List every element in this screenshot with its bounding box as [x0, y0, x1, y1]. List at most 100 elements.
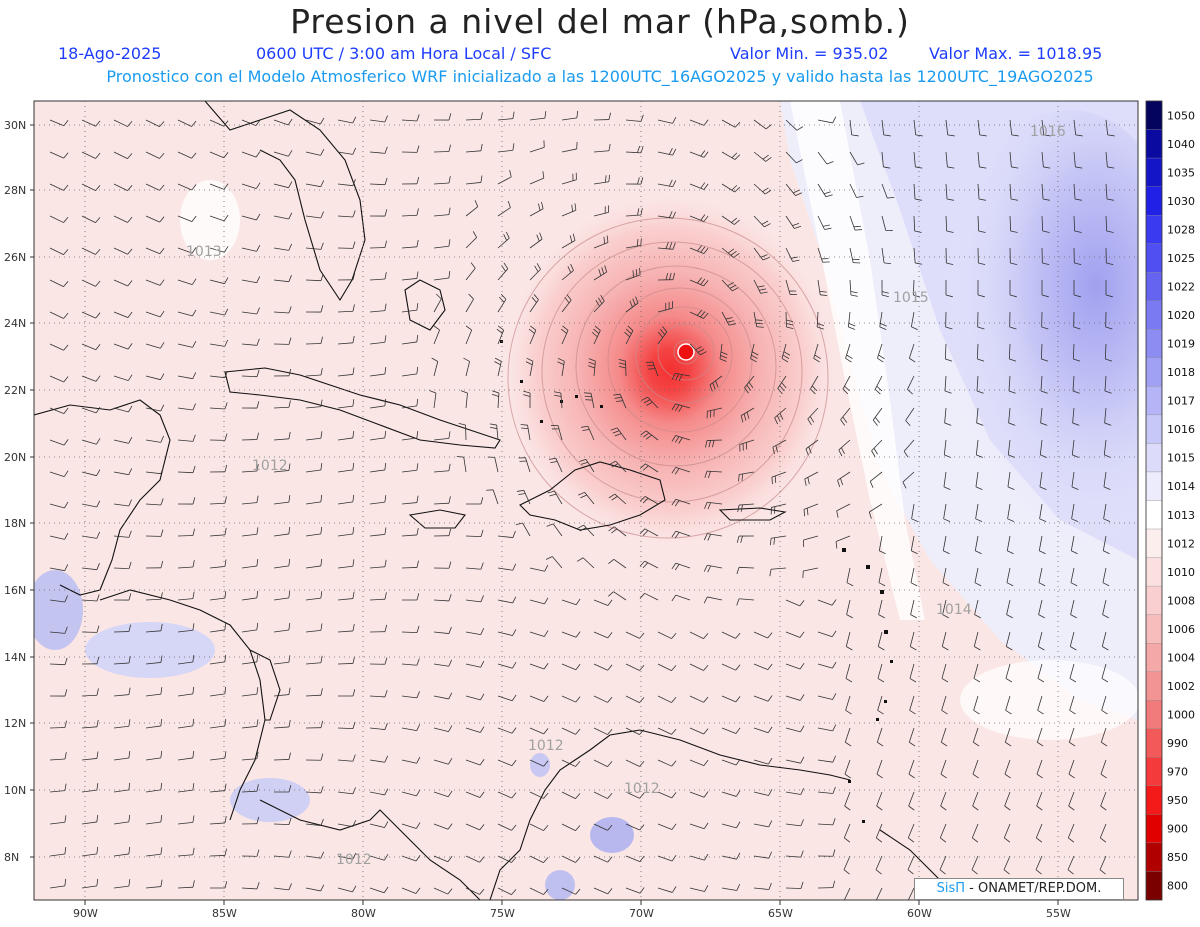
wind-barb [177, 815, 195, 825]
wind-barb [401, 303, 419, 313]
wind-barb [305, 368, 323, 377]
wind-barb [1006, 599, 1013, 619]
wind-barb [910, 567, 918, 587]
wind-barb [369, 624, 388, 633]
wind-barb [785, 183, 803, 196]
wind-barb [518, 457, 531, 473]
wind-barb [273, 495, 291, 505]
wind-barb [817, 183, 833, 198]
wind-barb [305, 336, 323, 345]
wind-barb [177, 783, 195, 793]
wind-barb [845, 343, 853, 363]
wind-barb [1105, 279, 1113, 298]
wind-barb [1073, 151, 1083, 169]
wind-barb [593, 112, 612, 121]
wind-barb [561, 233, 576, 249]
wind-barb [241, 559, 259, 569]
wind-barb [704, 470, 723, 479]
wind-barb [497, 200, 511, 217]
wind-barb [810, 375, 819, 395]
wind-barb [241, 495, 259, 505]
wind-barb [273, 243, 293, 251]
wind-barb [529, 791, 549, 799]
color-level-label: 1000 [1167, 709, 1195, 722]
wind-barb [945, 279, 953, 298]
wind-barb [305, 851, 325, 859]
wind-barb [561, 172, 577, 185]
wind-barb [625, 663, 645, 671]
wind-barb [877, 343, 885, 363]
wind-barb [273, 181, 293, 189]
wind-barb [49, 439, 69, 446]
wind-barb [1037, 695, 1044, 715]
wind-barb [785, 694, 805, 701]
longitude-labels: 90W 85W 80W 75W 70W 65W 60W 55W [73, 900, 1071, 920]
wind-barb [1041, 151, 1051, 169]
wind-barb [625, 823, 645, 831]
wind-barb [816, 311, 825, 330]
wind-barb [972, 759, 979, 779]
wind-barb [547, 490, 563, 505]
wind-barb [876, 791, 883, 811]
wind-barb [81, 215, 101, 223]
blue-patch [85, 622, 215, 678]
wind-barb [241, 622, 259, 633]
color-level-label: 1015 [1167, 452, 1195, 465]
wind-barb [878, 599, 885, 619]
wind-barb [802, 567, 819, 578]
wind-barb [145, 815, 163, 825]
wind-barb [753, 119, 772, 130]
wind-barb [177, 340, 197, 348]
wind-barb [337, 656, 355, 665]
wind-barb [209, 151, 229, 159]
wind-barb [1072, 375, 1080, 394]
wind-barb [433, 528, 452, 537]
wind-barb [273, 720, 291, 729]
wind-barb [337, 367, 355, 377]
wind-barb [337, 147, 357, 155]
wind-barb [81, 375, 101, 382]
wind-barb [671, 562, 691, 571]
wind-barb [113, 751, 131, 761]
wind-barb [974, 535, 982, 555]
color-level-label: 990 [1167, 737, 1188, 750]
wind-barb [785, 787, 805, 795]
wind-barb [1005, 631, 1013, 651]
wind-barb [1009, 119, 1019, 137]
wind-barb [785, 756, 805, 764]
wind-barb [975, 439, 983, 458]
wind-barb [305, 720, 324, 729]
wind-barb [49, 815, 67, 825]
wind-barb [1069, 631, 1077, 651]
wind-barb [976, 343, 985, 362]
wind-barb [145, 879, 163, 889]
wind-barb [744, 375, 755, 394]
color-swatch [1145, 500, 1163, 530]
wind-barb [337, 624, 355, 633]
wind-barb [369, 788, 389, 796]
wind-barb [177, 528, 195, 537]
wind-barb [1006, 535, 1014, 555]
wind-barb [465, 200, 479, 217]
wind-barb [145, 435, 165, 443]
wind-barb [671, 498, 691, 507]
wind-barb [465, 112, 483, 121]
wind-barb [593, 143, 611, 153]
wind-barb [871, 439, 883, 457]
wind-barb [671, 403, 691, 413]
wind-barb [337, 591, 355, 601]
wind-barb [145, 467, 164, 475]
wind-barb [337, 689, 356, 697]
wind-barb [877, 695, 884, 715]
lon-label: 55W [1046, 907, 1071, 920]
color-swatch [1145, 414, 1163, 444]
color-swatch [1145, 671, 1163, 701]
map-frame [33, 100, 1139, 901]
wind-barb [1035, 823, 1043, 843]
wind-barb [529, 111, 547, 121]
wind-barb [401, 114, 420, 122]
wind-barb [1040, 343, 1049, 362]
wind-barb [465, 143, 483, 153]
wind-barb [209, 277, 229, 285]
